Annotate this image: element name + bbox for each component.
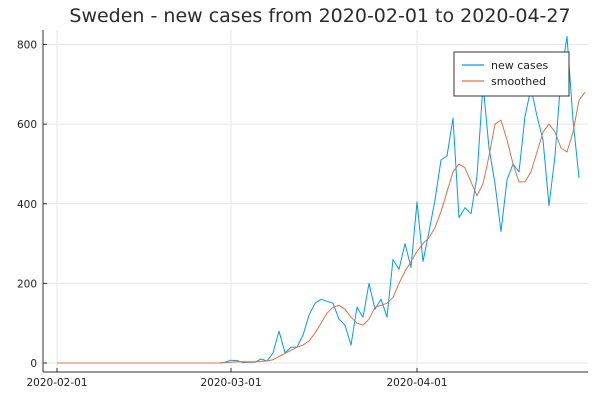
y-tick-label: 200	[17, 278, 37, 290]
series-line-smoothed	[57, 91, 586, 364]
x-tick-label: 2020-04-01	[386, 377, 447, 389]
x-tick-label: 2020-03-01	[200, 377, 261, 389]
series-lines	[57, 36, 586, 364]
legend-label-new-cases: new cases	[491, 59, 549, 72]
legend: new cases smoothed	[453, 51, 570, 97]
legend-box	[453, 51, 570, 97]
y-tick-label: 600	[17, 119, 37, 131]
y-tick-label: 0	[30, 358, 37, 370]
x-ticks: 2020-02-01 2020-03-01 2020-04-01	[26, 368, 448, 389]
y-ticks: 0 200 400 600 800	[17, 40, 47, 370]
y-tick-label: 400	[17, 199, 37, 211]
legend-label-smoothed: smoothed	[491, 75, 546, 88]
chart-title: Sweden - new cases from 2020-02-01 to 20…	[69, 5, 570, 27]
x-tick-label: 2020-02-01	[26, 377, 87, 389]
y-tick-label: 800	[17, 40, 37, 52]
